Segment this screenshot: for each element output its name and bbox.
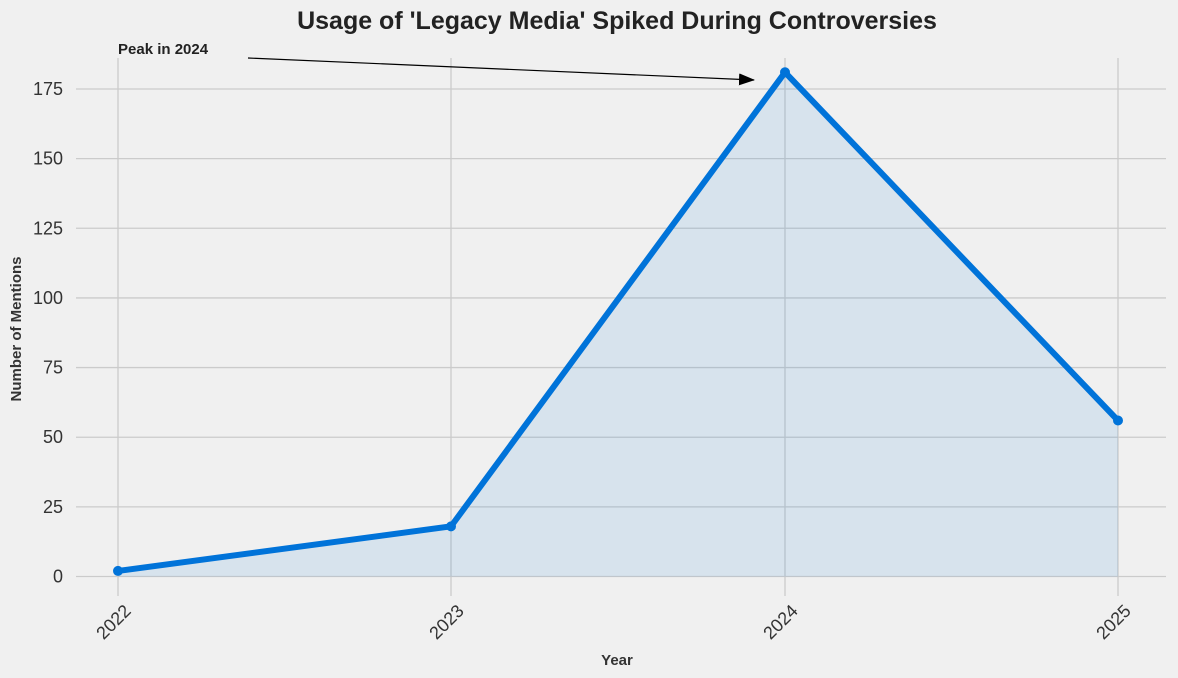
annotation-text: Peak in 2024 [118,41,209,58]
data-point-2024 [780,67,790,78]
y-tick-label-150: 150 [33,149,63,169]
x-axis-label: Year [601,652,633,669]
series-line [117,67,1121,574]
y-tick-label-175: 175 [33,79,63,99]
y-tick-label-0: 0 [53,567,63,587]
y-tick-label-50: 50 [43,427,63,447]
data-point-2023 [446,521,456,532]
x-tick-label-2022: 2022 [92,601,134,643]
peak-annotation: Peak in 2024 [118,41,755,86]
chart-title: Usage of 'Legacy Media' Spiked During Co… [297,7,937,35]
y-tick-label-125: 125 [33,218,63,238]
x-tick-label-2024: 2024 [759,601,801,643]
area-fill [118,72,1118,577]
data-point-2025 [1113,415,1123,426]
x-tick-label-2025: 2025 [1092,601,1134,643]
x-tick-labels: 2022 2023 2024 2025 [92,601,1134,643]
y-tick-label-75: 75 [43,358,63,378]
y-tick-label-25: 25 [43,497,63,517]
series-line-layer [117,67,1121,574]
data-points-layer [113,67,1123,576]
y-tick-labels: 0 25 50 75 100 125 150 175 [33,79,63,587]
y-tick-label-100: 100 [33,288,63,308]
x-tick-label-2023: 2023 [425,601,467,643]
data-point-2022 [113,565,123,576]
area-fill-layer [118,72,1118,577]
y-axis-label: Number of Mentions [8,257,25,402]
annotation-arrow [247,57,755,86]
